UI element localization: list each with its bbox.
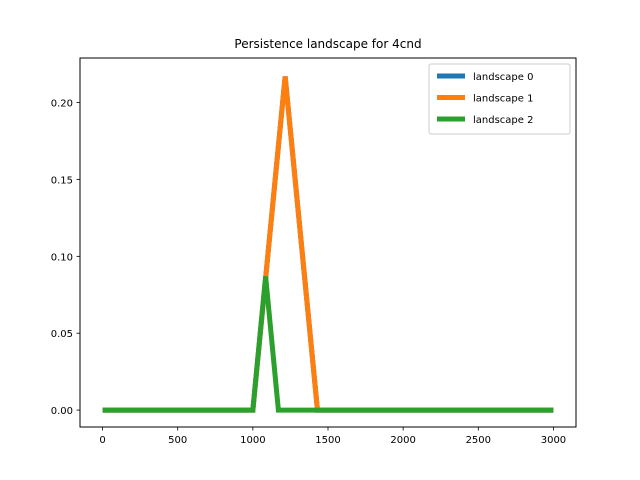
y-tick-label: 0.00 xyxy=(51,406,73,417)
x-tick-label: 1500 xyxy=(315,435,340,446)
x-tick-label: 500 xyxy=(168,435,187,446)
y-tick-label: 0.05 xyxy=(51,329,73,340)
x-tick-label: 0 xyxy=(99,435,105,446)
x-tick-label: 2000 xyxy=(390,435,415,446)
legend: landscape 0 landscape 1 landscape 2 xyxy=(428,63,571,135)
y-tick-label: 0.20 xyxy=(51,99,73,110)
x-axis: 0 500 1000 1500 2000 2500 3000 xyxy=(99,427,566,446)
x-tick-label: 3000 xyxy=(541,435,566,446)
legend-label-0: landscape 0 xyxy=(473,72,533,83)
y-tick-label: 0.10 xyxy=(51,252,73,263)
x-tick-label: 1000 xyxy=(240,435,265,446)
chart-title: Persistence landscape for 4cnd xyxy=(234,37,421,51)
y-tick-label: 0.15 xyxy=(51,175,73,186)
x-tick-label: 2500 xyxy=(466,435,491,446)
legend-label-2: landscape 2 xyxy=(473,115,533,126)
y-axis: 0.00 0.05 0.10 0.15 0.20 xyxy=(51,99,80,417)
series-line-2 xyxy=(102,276,554,413)
legend-label-1: landscape 1 xyxy=(473,94,533,105)
series-layer xyxy=(102,76,554,413)
